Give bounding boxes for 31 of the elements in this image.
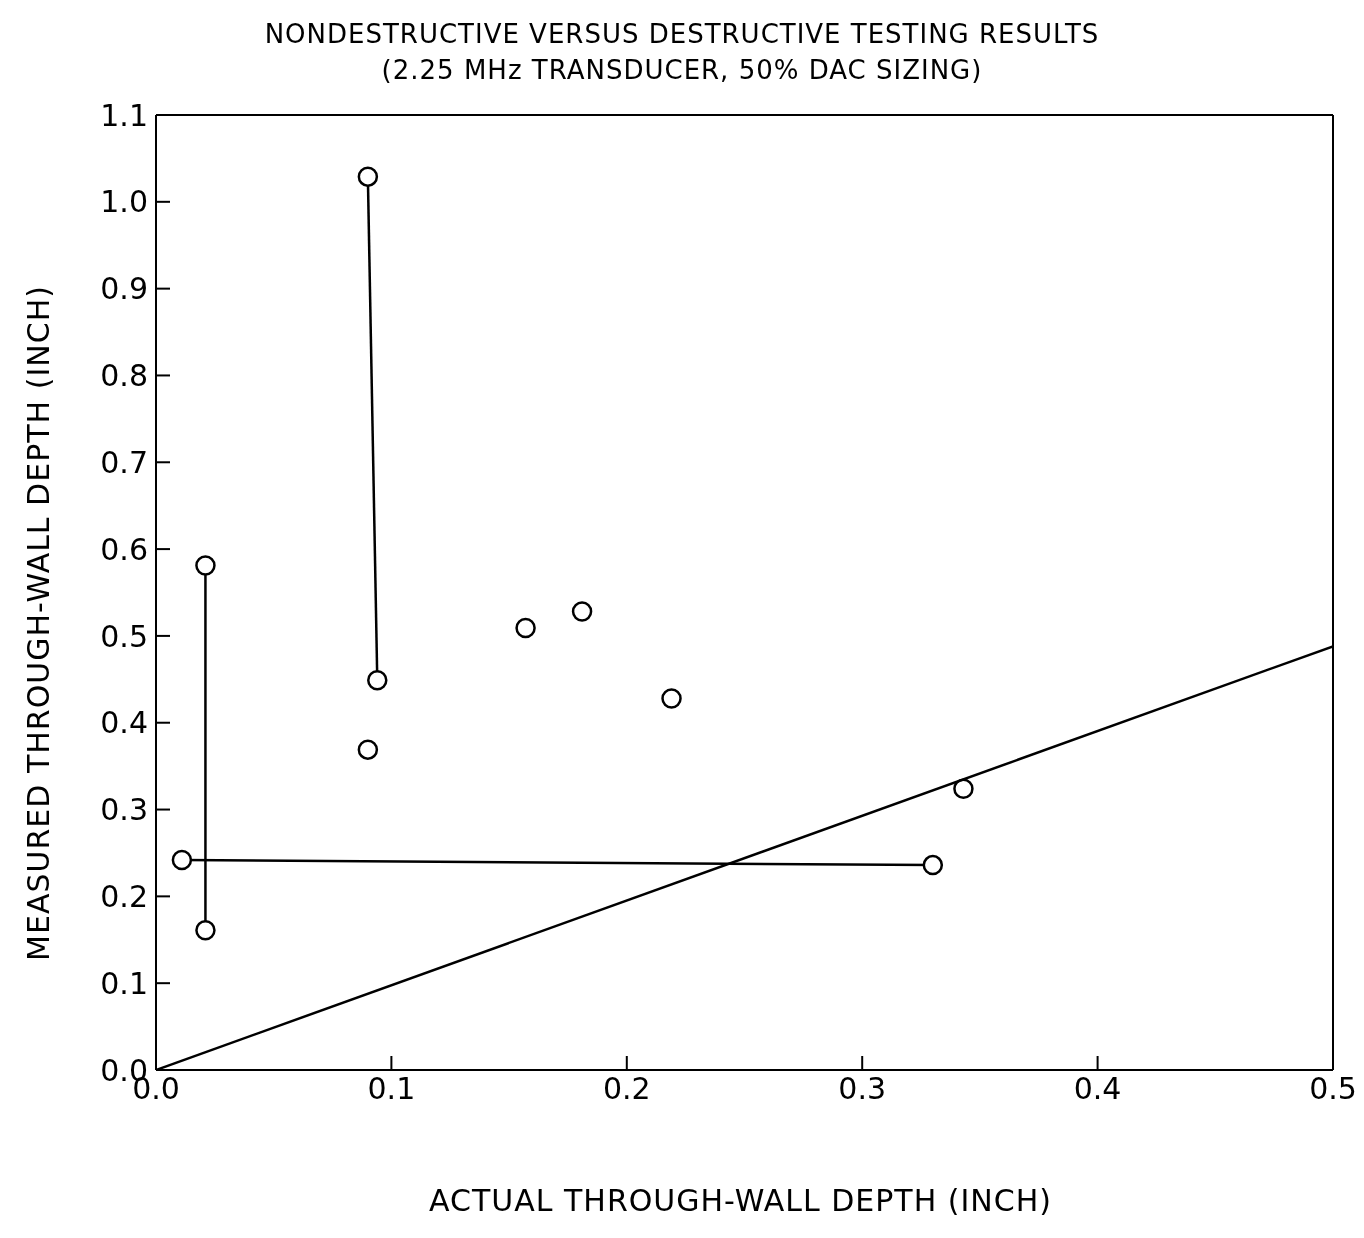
y-tick-label: 0.5 bbox=[100, 618, 148, 654]
point bbox=[953, 778, 974, 799]
point bbox=[357, 166, 379, 187]
chart-subtitle: (2.25 MHz TRANSDUCER, 50% DAC SIZING) bbox=[380, 54, 984, 87]
y-tick-label: 0.6 bbox=[100, 531, 148, 567]
x-tick-label: 0.5 bbox=[1309, 1071, 1357, 1107]
point bbox=[171, 849, 193, 871]
point bbox=[195, 555, 216, 576]
point bbox=[661, 688, 682, 709]
point bbox=[515, 617, 536, 639]
y-tick-label: 0.3 bbox=[100, 792, 148, 828]
chart-title: NONDESTRUCTIVE VERSUS DESTRUCTIVE TESTING RESULTS bbox=[263, 18, 1101, 51]
y-axis-title: MEASURED THROUGH-WALL DEPTH (INCH) bbox=[20, 285, 56, 961]
y-tick-label: 0.7 bbox=[100, 444, 148, 480]
y-tick-label: 1.0 bbox=[100, 184, 148, 220]
y-tick-label: 0.1 bbox=[100, 965, 148, 1001]
x-tick-label: 0.2 bbox=[602, 1071, 651, 1107]
point bbox=[571, 601, 593, 622]
y-tick-label: 0.2 bbox=[100, 879, 148, 915]
x-tick-label: 0.3 bbox=[838, 1071, 887, 1107]
point bbox=[195, 919, 216, 941]
point bbox=[357, 739, 379, 760]
y-tick-label: 1.1 bbox=[100, 97, 148, 133]
x-tick-label: 0.1 bbox=[367, 1071, 416, 1107]
y-tick-label: 0.8 bbox=[100, 358, 148, 394]
y-tick-label: 0.9 bbox=[100, 271, 148, 307]
x-axis-title: ACTUAL THROUGH-WALL DEPTH (INCH) bbox=[428, 1183, 1053, 1218]
y-tick-label: 0.4 bbox=[100, 705, 148, 741]
point bbox=[922, 854, 944, 876]
point bbox=[367, 669, 388, 691]
x-tick-label: 0.4 bbox=[1073, 1071, 1122, 1107]
